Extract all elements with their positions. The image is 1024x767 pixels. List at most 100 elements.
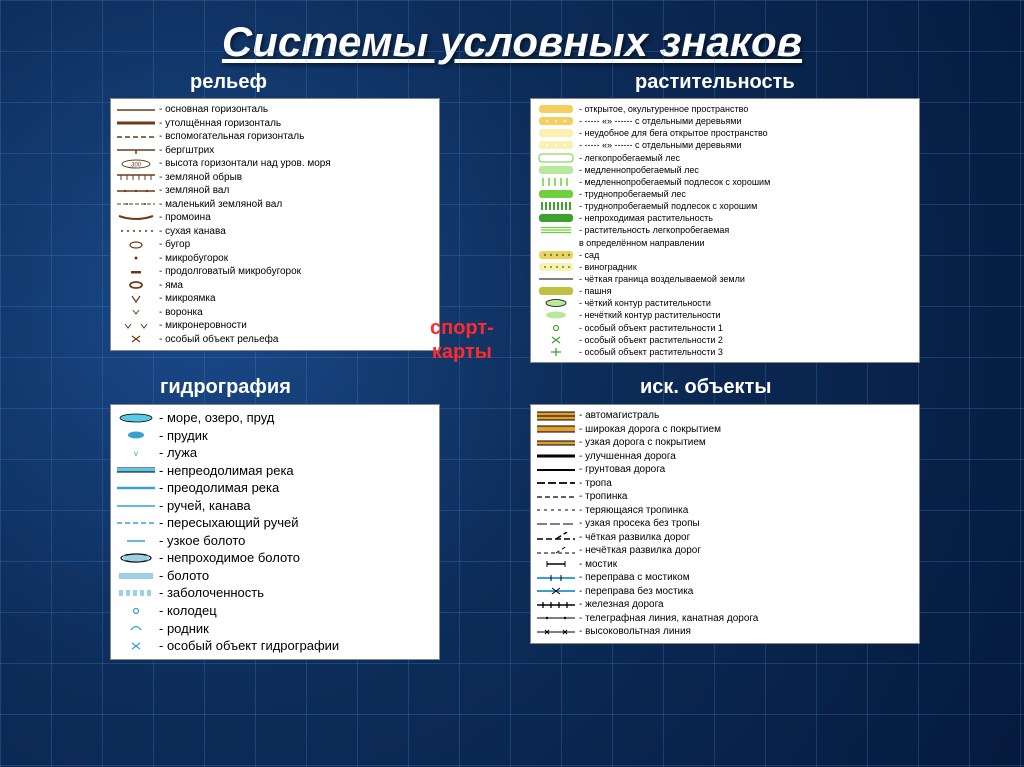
legend-row: - микроямка (117, 292, 433, 306)
hydro-puddle-icon: v (117, 448, 155, 458)
hydro-river_thick-icon (117, 465, 155, 475)
relief-num300-icon: 300 (117, 159, 155, 169)
legend-text: - утолщённая горизонталь (159, 117, 281, 131)
svg-text:300: 300 (131, 162, 142, 168)
content-area: рельеф - основная горизонталь- утолщённа… (0, 66, 1024, 753)
legend-row: - неудобное для бега открытое пространст… (537, 127, 913, 139)
legend-text: - неудобное для бега открытое пространст… (579, 127, 768, 139)
legend-row: - пересыхающий ручей (117, 514, 433, 532)
legend-text: - ----- «» ------ с отдельными деревьями (579, 139, 742, 151)
legend-text: - особый объект растительности 3 (579, 346, 723, 358)
legend-text: - переправа с мостиком (579, 571, 690, 585)
legend-text: - непроходимая растительность (579, 212, 713, 224)
svg-text:v: v (134, 449, 138, 458)
legend-row: - переправа с мостиком (537, 571, 913, 585)
relief-ring_brown-icon (117, 280, 155, 290)
legend-row: - улучшенная дорога (537, 450, 913, 464)
legend-row: - микронеровности (117, 319, 433, 333)
legend-text: - медленнопробегаемый подлесок с хорошим (579, 176, 770, 188)
relief-wall_brown-icon (117, 186, 155, 196)
legend-row: - чёткая развилка дорог (537, 531, 913, 545)
veg-dots_yellow-icon (537, 262, 575, 272)
relief-line_brown-icon (117, 105, 155, 115)
legend-row: - легкопробегаемый лес (537, 152, 913, 164)
legend-row: - промоина (117, 211, 433, 225)
legend-row: - растительность легкопробегаемая (537, 224, 913, 236)
section-label-relief: рельеф (190, 71, 267, 94)
veg-rect_white-icon (537, 153, 575, 163)
legend-row: v- лужа (117, 444, 433, 462)
legend-row: - теряющаяся тропинка (537, 504, 913, 518)
legend-row: - телеграфная линия, канатная дорога (537, 612, 913, 626)
legend-text: - основная горизонталь (159, 103, 268, 117)
legend-row: - воронка (117, 306, 433, 320)
legend-row: - ----- «» ------ с отдельными деревьями (537, 115, 913, 127)
legend-box-hydrography: - море, озеро, пруд- прудикv- лужа- непр… (110, 404, 440, 660)
art-path_faint-icon (537, 505, 575, 515)
art-road_narrow-icon (537, 438, 575, 448)
legend-text: - чёткая граница возделываемой земли (579, 273, 745, 285)
legend-text: - узкая просека без тропы (579, 517, 700, 531)
legend-text: - непреодолимая река (159, 462, 294, 480)
legend-row: - бергштрих (117, 144, 433, 158)
hydro-marsh-icon (117, 571, 155, 581)
art-ride-icon (537, 519, 575, 529)
veg-plus_green-icon (537, 347, 575, 357)
legend-text: - особый объект растительности 1 (579, 322, 723, 334)
art-road_motorway-icon (537, 411, 575, 421)
art-hv_line-icon (537, 627, 575, 637)
legend-row: - маленький земляной вал (117, 198, 433, 212)
legend-text: - колодец (159, 602, 217, 620)
relief-line_brown_thick-icon (117, 118, 155, 128)
legend-text: - преодолимая река (159, 479, 279, 497)
section-label-artificial: иск. объекты (640, 376, 771, 399)
legend-row: - узкая дорога с покрытием (537, 436, 913, 450)
legend-text: - микробугорок (159, 252, 228, 266)
legend-row: - основная горизонталь (117, 103, 433, 117)
legend-row: - железная дорога (537, 598, 913, 612)
legend-text: - прудик (159, 427, 208, 445)
legend-text: - узкое болото (159, 532, 245, 550)
legend-text: - заболоченность (159, 584, 264, 602)
legend-row: - высоковольтная линия (537, 625, 913, 639)
legend-text: - пашня (579, 285, 611, 297)
legend-row: - тропинка (537, 490, 913, 504)
legend-row: - микробугорок (117, 252, 433, 266)
legend-text: - теряющаяся тропинка (579, 504, 688, 518)
legend-row: - узкое болото (117, 532, 433, 550)
legend-row: - широкая дорога с покрытием (537, 423, 913, 437)
legend-text: - маленький земляной вал (159, 198, 282, 212)
legend-text: - мостик (579, 558, 617, 572)
legend-row: - земляной вал (117, 184, 433, 198)
legend-text: - чёткий контур растительности (579, 297, 711, 309)
veg-rect_ylight_dots-icon (537, 140, 575, 150)
hydro-spring-icon (117, 623, 155, 633)
veg-stripe_green-icon (537, 225, 575, 235)
legend-text: - телеграфная линия, канатная дорога (579, 612, 758, 626)
legend-row: - особый объект растительности 1 (537, 322, 913, 334)
legend-row: - море, озеро, пруд (117, 409, 433, 427)
legend-row: - труднопробегаемый лес (537, 188, 913, 200)
art-road_dirt-icon (537, 465, 575, 475)
legend-row: - непреодолимая река (117, 462, 433, 480)
veg-x_green-icon (537, 335, 575, 345)
legend-text: - особый объект рельефа (159, 333, 278, 347)
legend-box-relief: - основная горизонталь- утолщённая гориз… (110, 98, 440, 351)
legend-row: - колодец (117, 602, 433, 620)
art-bridge_small-icon (537, 559, 575, 569)
legend-row: - грунтовая дорога (537, 463, 913, 477)
veg-line_black-icon (537, 274, 575, 284)
relief-circle_brown-icon (117, 240, 155, 250)
veg-rect_olive-icon (537, 286, 575, 296)
art-road_wide-icon (537, 424, 575, 434)
legend-text: - ручей, канава (159, 497, 251, 515)
veg-oval_green_solid-icon (537, 298, 575, 308)
legend-text: - промоина (159, 211, 211, 225)
legend-row: - утолщённая горизонталь (117, 117, 433, 131)
legend-row: - сад (537, 249, 913, 261)
legend-row: - бугор (117, 238, 433, 252)
legend-text: - микронеровности (159, 319, 247, 333)
hydro-marsh_narrow-icon (117, 536, 155, 546)
legend-text: - улучшенная дорога (579, 450, 676, 464)
relief-dots_brown-icon (117, 226, 155, 236)
